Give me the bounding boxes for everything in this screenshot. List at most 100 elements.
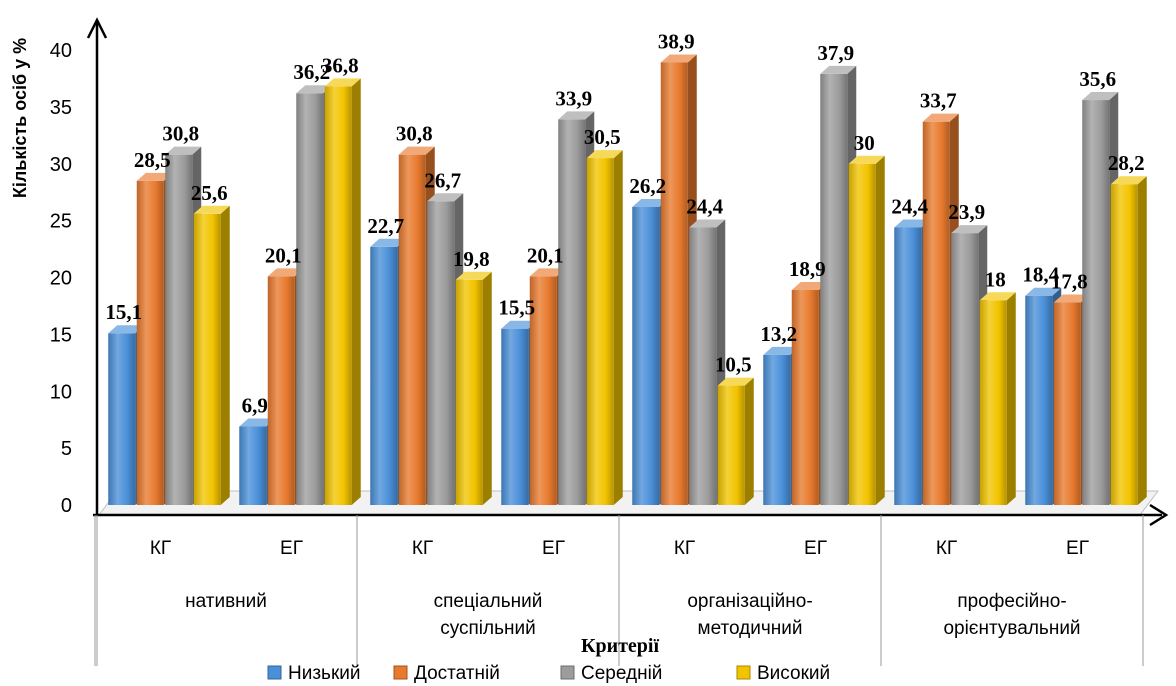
bar-front [689,227,717,505]
bar-front [1053,302,1081,505]
y-tick-label: 25 [50,211,72,233]
group-label: нативний [185,591,267,612]
bar-top [455,271,492,280]
bar [193,205,230,506]
bar-top [1082,92,1119,101]
bar-front [951,233,979,505]
legend-item: Достатній [393,663,500,684]
bar-top [791,282,828,291]
bar-top [632,198,669,207]
bar-top [267,268,304,277]
data-label: 25,6 [191,181,228,205]
bar-top [1110,176,1147,185]
legend-label: Достатній [414,663,500,684]
axes: 0 5 10 15 20 25 30 35 40 [50,17,1169,527]
y-tick-label: 15 [50,324,72,346]
legend-item: Високий [736,663,830,684]
bar-top [193,205,230,214]
bar-front [501,328,529,505]
bar-side [482,271,492,505]
bar-front [165,154,193,505]
data-label: 23,9 [948,200,985,224]
legend-swatch [560,665,575,680]
data-label: 24,4 [686,194,723,218]
bar-side [351,78,361,506]
group-label: професійно-орієнтувальний [943,591,1080,639]
bar-top [1053,294,1090,303]
bar-front [586,158,614,505]
bar-side [744,377,754,505]
data-label: 36,2 [293,60,330,84]
bar-top [763,346,800,355]
bar-front [894,227,922,505]
data-label: 38,9 [658,30,695,54]
data-label: 19,8 [453,247,490,271]
data-label: 20,1 [265,243,302,267]
bar-front [427,201,455,505]
legend-item: Низький [267,663,360,684]
bar-front [1025,295,1053,505]
subgroup-label: ЕГ [804,538,827,559]
bar [848,155,885,505]
data-label: 36,8 [322,53,359,77]
bar-front [820,73,848,505]
bar-top [501,320,538,329]
bar-top [529,268,566,277]
data-label: 6,9 [242,394,268,418]
bar-top [370,238,407,247]
bar [717,377,754,505]
bar-top [398,146,435,155]
bar-front [1082,100,1110,506]
data-label: 18,9 [789,257,826,281]
group-label: організаційно-методичний [687,591,812,639]
data-label: 30,8 [162,122,199,146]
bar-front [558,119,586,505]
data-label: 13,2 [760,322,797,346]
bar-top [894,219,931,228]
data-label: 26,2 [629,174,666,198]
bar-front [296,93,324,505]
bar-top [1025,287,1062,296]
bar-front [324,86,352,506]
bar-top [165,146,202,155]
bar [979,292,1016,505]
bar-top [689,219,726,228]
bar-front [398,154,426,505]
y-tick-label: 30 [50,154,72,176]
y-tick-label: 20 [50,268,72,290]
category-axis: КГ ЕГ КГ ЕГ КГ ЕГ КГ ЕГ нативний спеціальний суспі… [94,515,1144,666]
bar-side [1137,176,1147,505]
data-label: 18,4 [1022,263,1059,287]
bar-front [660,62,688,505]
bar [586,150,623,505]
bar-front [717,385,745,505]
legend-label: Високий [757,663,830,684]
subgroup-label: КГ [412,538,433,559]
data-label: 30 [854,131,875,155]
data-label: 20,1 [527,243,564,267]
bar-front [979,300,1007,505]
bar-top [979,292,1016,301]
bar-front [763,354,791,505]
subgroup-label: КГ [674,538,695,559]
bar-top [922,113,959,122]
data-label: 15,1 [105,300,142,324]
data-label: 28,2 [1108,151,1145,175]
data-label: 17,8 [1051,270,1088,294]
bar-side [1006,292,1016,505]
group-label: спеціальний суспільний [434,591,543,639]
bar-side [220,205,230,506]
bar-top [324,78,361,87]
bar-top [717,377,754,386]
bar [455,271,492,505]
bar-front [267,276,295,505]
legend: Низький Достатній Середній Високий [267,663,830,684]
bar-side [613,150,623,505]
y-tick-label: 35 [50,97,72,119]
bar-front [529,276,557,505]
data-label: 30,5 [584,125,621,149]
bar [324,78,361,506]
bar-front [632,206,660,505]
data-labels: 15,128,530,825,66,920,136,236,822,730,82… [105,30,1144,418]
